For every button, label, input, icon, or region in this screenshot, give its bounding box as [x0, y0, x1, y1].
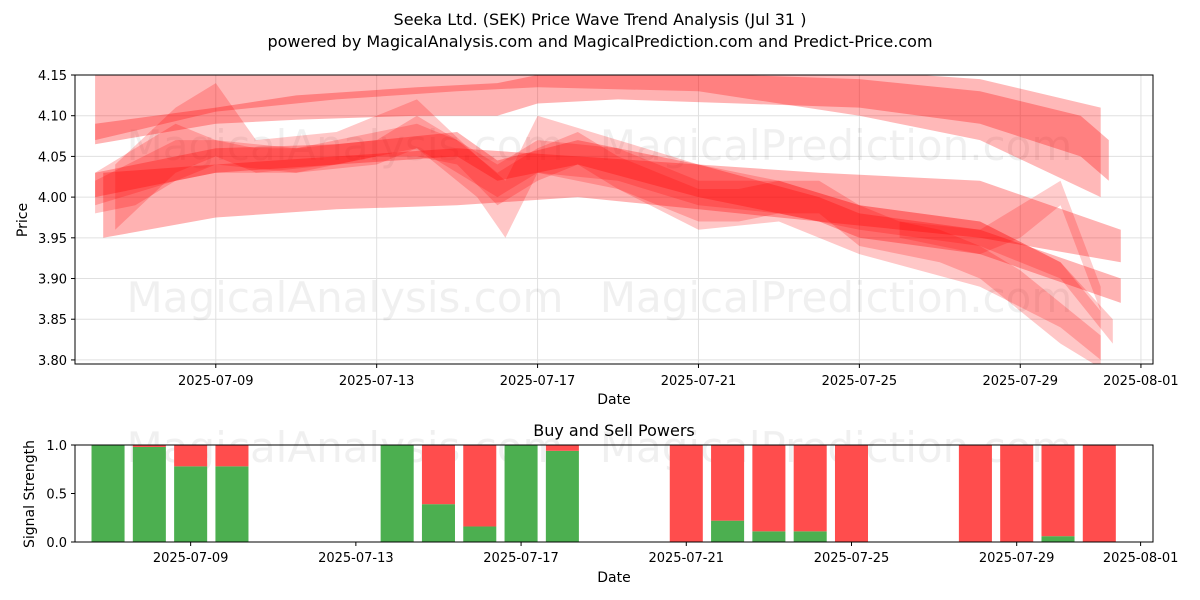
signal-y-tick-label: 0.5	[46, 488, 67, 503]
wave-long-band	[95, 75, 1109, 181]
price-plot-frame	[74, 74, 1154, 365]
buy-power-bar	[215, 466, 249, 542]
wave-lower-band	[103, 148, 1121, 263]
sell-power-bar	[669, 445, 703, 542]
price-x-tick-label: 2025-07-17	[500, 374, 576, 389]
price-y-tick-label: 4.15	[38, 69, 67, 84]
price-y-axis-label: Price	[15, 203, 31, 237]
price-x-tick-label: 2025-07-09	[178, 374, 254, 389]
buy-power-bar	[1041, 536, 1075, 542]
chart-title: Seeka Ltd. (SEK) Price Wave Trend Analys…	[394, 10, 807, 29]
sell-power-bar	[132, 445, 166, 447]
sell-power-bar	[215, 445, 249, 467]
sell-power-bar	[421, 445, 455, 505]
watermark-text: MagicalAnalysis.com	[127, 273, 564, 322]
price-y-tick-label: 3.90	[38, 273, 67, 288]
signal-x-axis-label: Date	[597, 570, 630, 586]
sell-power-bar	[1041, 445, 1075, 537]
price-x-tick-label: 2025-07-25	[822, 374, 898, 389]
buy-power-bar	[91, 445, 125, 542]
price-y-tick-label: 3.95	[38, 232, 67, 247]
price-x-tick-label: 2025-08-01	[1103, 374, 1179, 389]
signal-x-tick-label: 2025-07-17	[483, 551, 559, 566]
wave-mid-a-band	[95, 132, 1121, 303]
signal-y-tick-label: 1.0	[46, 439, 67, 454]
price-wave-panel: MagicalAnalysis.com MagicalPrediction.com…	[15, 69, 1179, 408]
price-y-tick-label: 4.00	[38, 191, 67, 206]
signal-x-tick-label: 2025-08-01	[1103, 551, 1179, 566]
sell-power-bar	[793, 445, 827, 532]
wave-upper-band	[95, 75, 1101, 198]
signal-x-tick-label: 2025-07-09	[153, 551, 229, 566]
wave-short-band	[95, 123, 1101, 364]
wave-mid-b-band	[95, 115, 1113, 344]
buy-power-bar	[793, 531, 827, 542]
price-x-tick-label: 2025-07-13	[339, 374, 415, 389]
signal-x-tick-label: 2025-07-21	[648, 551, 724, 566]
signal-y-tick-label: 0.0	[46, 536, 67, 551]
sell-power-bar	[463, 445, 497, 527]
buy-sell-title: Buy and Sell Powers	[533, 421, 695, 440]
watermark-text: MagicalPrediction.com	[600, 121, 1073, 170]
signal-x-tick-label: 2025-07-29	[979, 551, 1055, 566]
price-y-tick-label: 4.10	[38, 110, 67, 125]
sell-power-bar	[958, 445, 992, 542]
signal-x-tick-label: 2025-07-25	[814, 551, 890, 566]
sell-power-bar	[711, 445, 745, 521]
buy-power-bar	[174, 466, 208, 542]
buy-power-bar	[545, 450, 579, 542]
price-y-tick-label: 3.85	[38, 313, 67, 328]
sell-power-bar	[752, 445, 786, 532]
buy-power-bar	[711, 520, 745, 542]
buy-power-bar	[132, 446, 166, 542]
chart-subtitle: powered by MagicalAnalysis.com and Magic…	[267, 32, 932, 51]
price-y-tick-label: 4.05	[38, 150, 67, 165]
buy-power-bar	[752, 531, 786, 542]
watermark-text: MagicalPrediction.com	[600, 273, 1073, 322]
wave-spike-band	[115, 83, 1101, 360]
price-x-axis-label: Date	[597, 392, 630, 408]
price-x-tick-label: 2025-07-29	[982, 374, 1058, 389]
buy-sell-panel: Buy and Sell Powers MagicalAnalysis.comM…	[22, 421, 1178, 586]
sell-power-bar	[1082, 445, 1116, 542]
watermark-text: MagicalAnalysis.com	[127, 121, 564, 170]
price-x-tick-label: 2025-07-21	[661, 374, 737, 389]
buy-power-bar	[504, 445, 538, 542]
sell-power-bar	[1000, 445, 1034, 542]
sell-power-bar	[545, 445, 579, 451]
buy-power-bar	[380, 445, 414, 542]
signal-x-tick-label: 2025-07-13	[318, 551, 394, 566]
wave-tail-band	[899, 180, 1101, 312]
sell-power-bar	[174, 445, 208, 467]
sell-power-bar	[834, 445, 869, 542]
buy-power-bar	[421, 504, 455, 542]
signal-y-axis-label: Signal Strength	[22, 440, 38, 548]
buy-power-bar	[463, 526, 497, 542]
price-y-tick-label: 3.80	[38, 354, 67, 369]
